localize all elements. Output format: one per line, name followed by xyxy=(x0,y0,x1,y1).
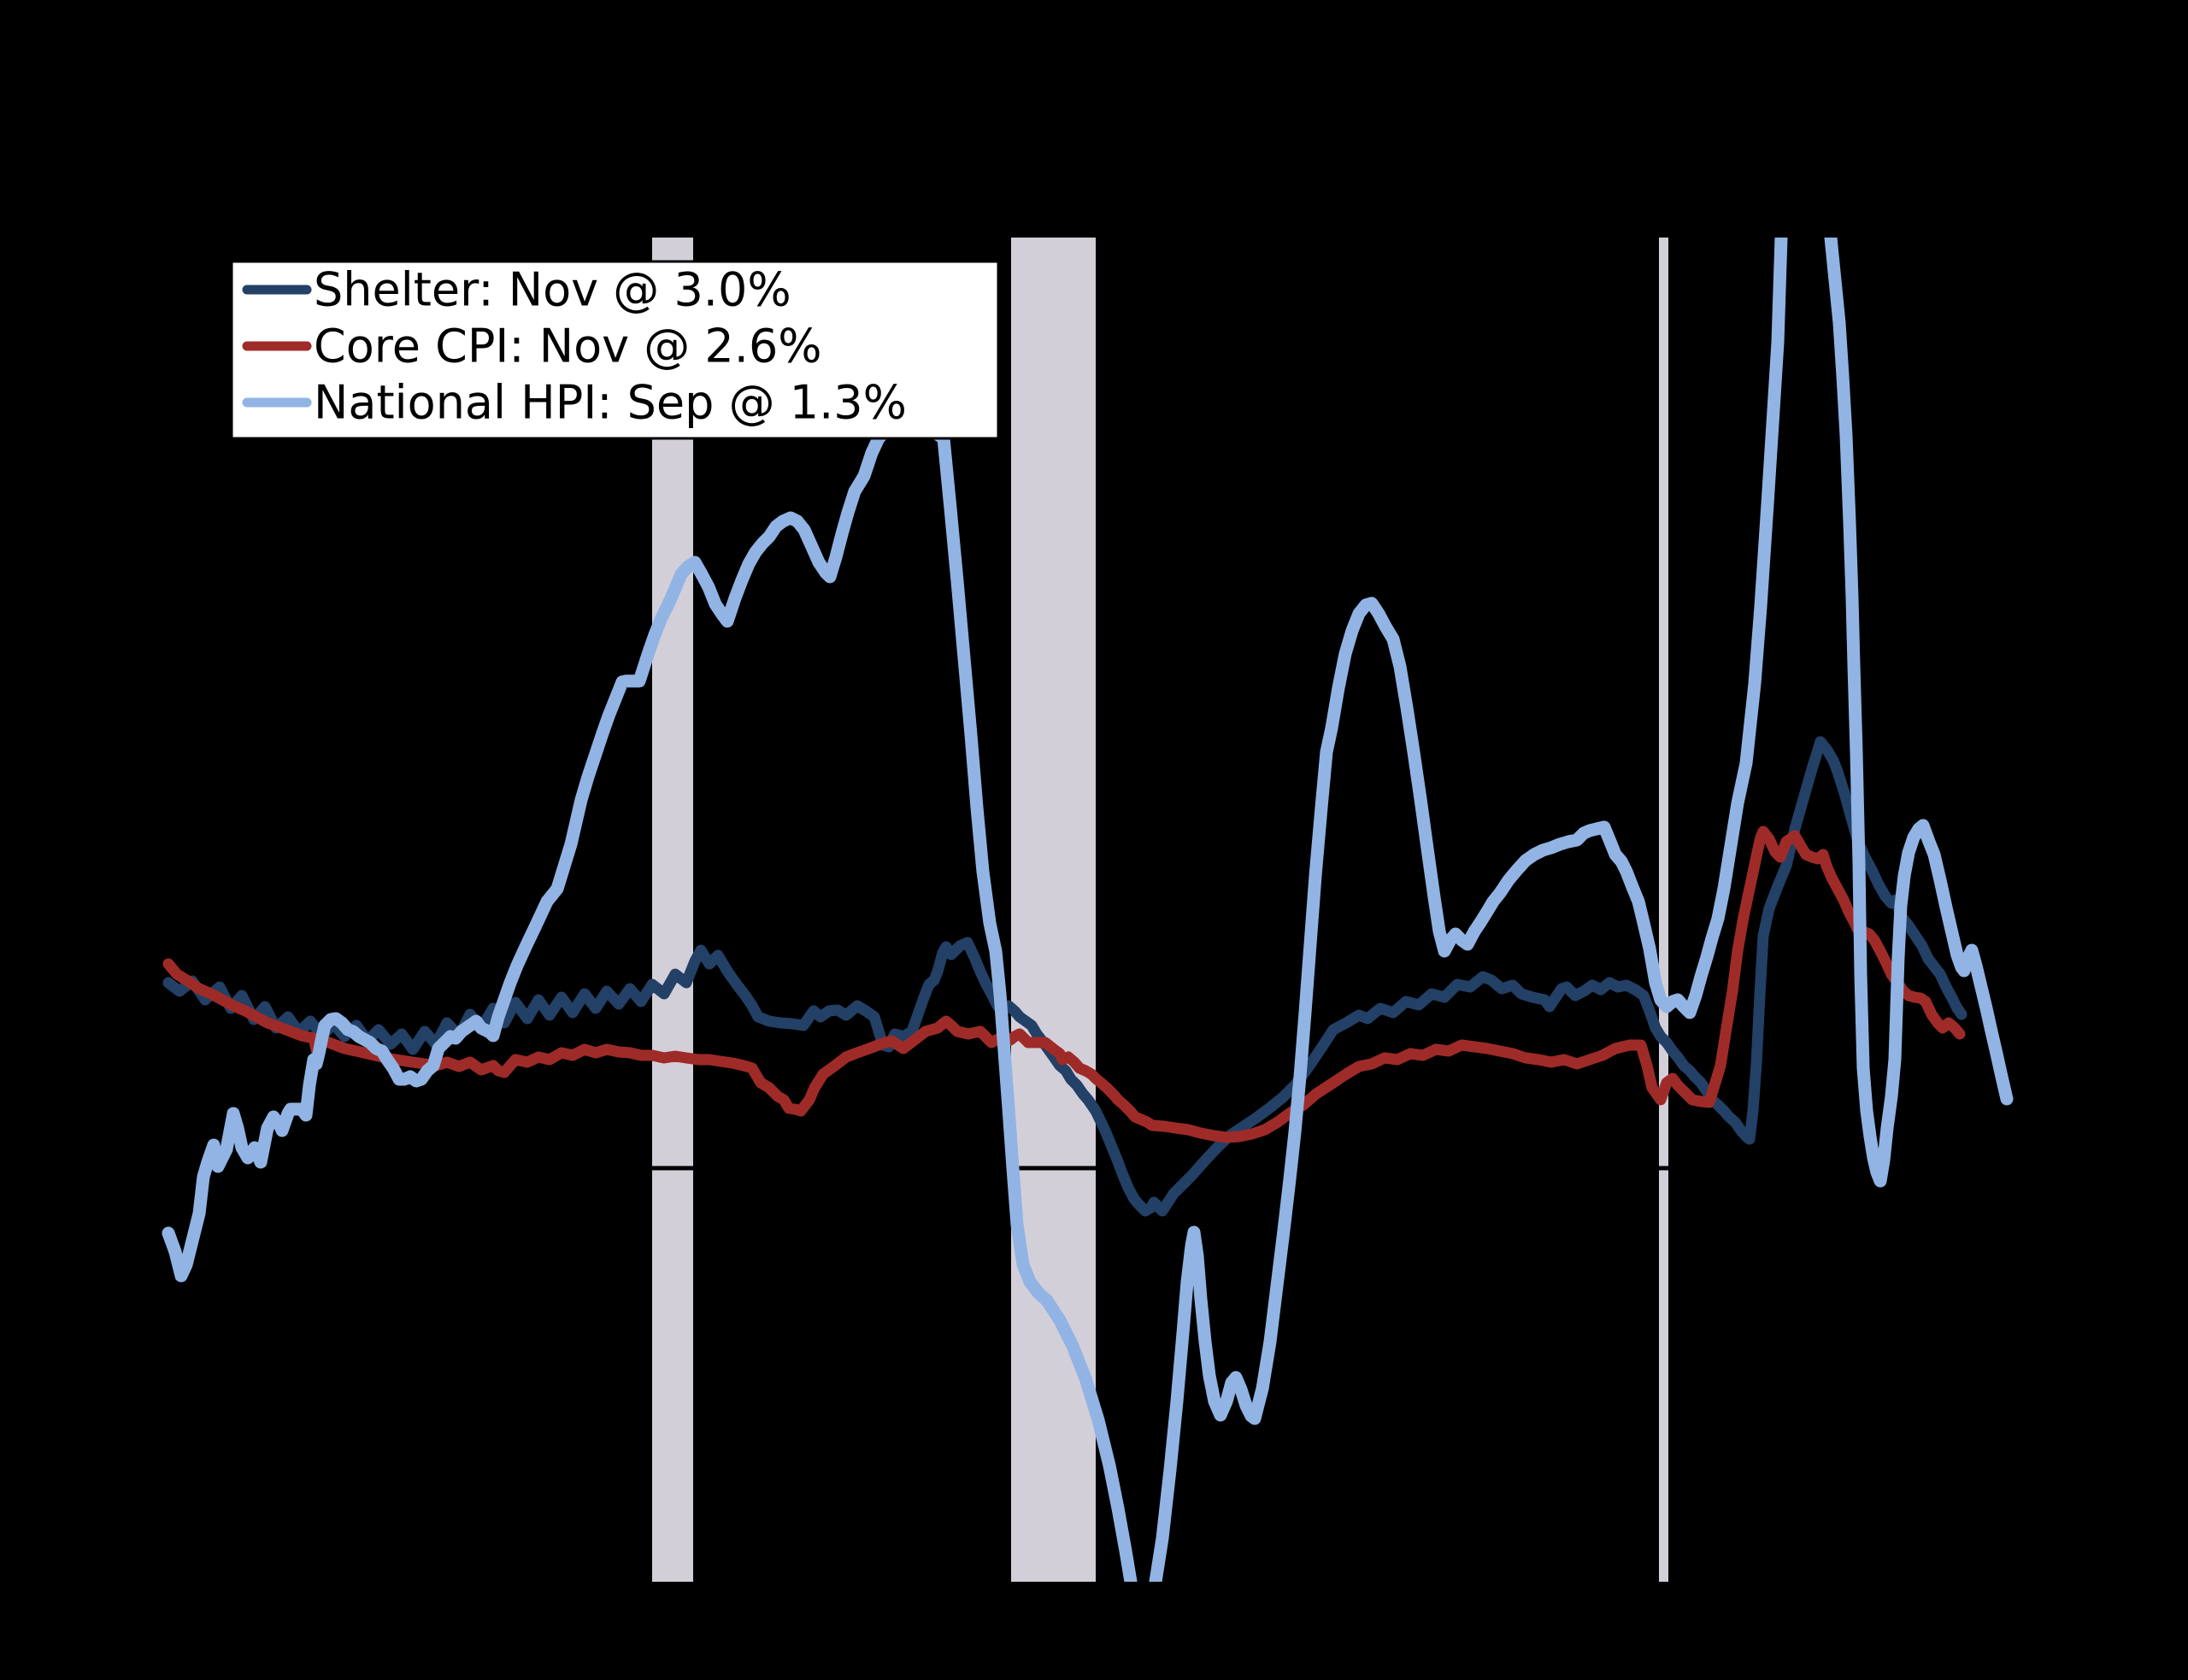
legend: Shelter: Nov @ 3.0% Core CPI: Nov @ 2.6%… xyxy=(230,260,1000,440)
legend-label-national-hpi: National HPI: Sep @ 1.3% xyxy=(314,376,907,430)
series-line-shelter-cpi-yoy xyxy=(162,736,1967,1217)
recession-bar-3 xyxy=(1659,238,1668,1582)
series-line-core-cpi-yoy xyxy=(162,825,1966,1143)
series-lines-group xyxy=(162,238,2014,1582)
legend-box xyxy=(230,260,1000,440)
legend-label-shelter: Shelter: Nov @ 3.0% xyxy=(314,263,791,317)
series-line-national-home-price-index-yoy xyxy=(162,238,2014,1582)
recession-bar-1 xyxy=(652,238,693,1582)
legend-label-core-cpi: Core CPI: Nov @ 2.6% xyxy=(314,320,822,373)
